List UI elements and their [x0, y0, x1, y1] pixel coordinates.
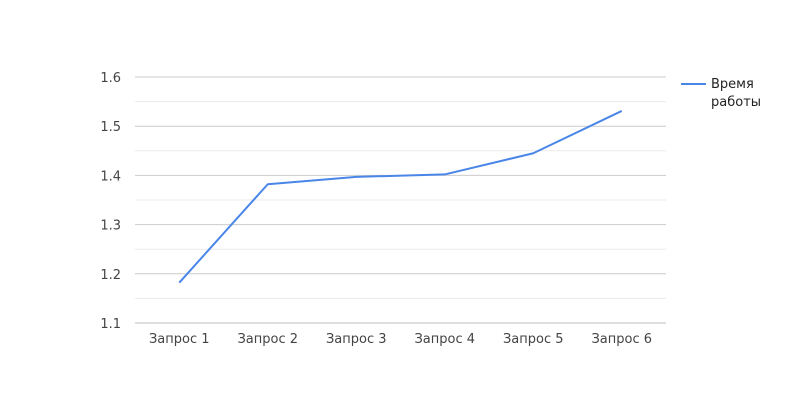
x-tick-label: Запрос 6 [591, 332, 652, 347]
y-tick-label: 1.4 [100, 169, 121, 184]
y-tick-label: 1.1 [100, 317, 121, 332]
x-tick-label: Запрос 2 [237, 332, 298, 347]
legend: Время работы [681, 77, 761, 110]
y-axis-tick-labels: 1.1 1.2 1.3 1.4 1.5 1.6 [100, 71, 121, 332]
x-tick-label: Запрос 3 [326, 332, 387, 347]
legend-label-line-1: Время [711, 77, 754, 92]
gridlines [135, 76, 666, 324]
x-tick-label: Запрос 4 [414, 332, 475, 347]
x-tick-label: Запрос 1 [149, 332, 210, 347]
y-tick-label: 1.6 [100, 71, 121, 86]
y-tick-label: 1.3 [100, 219, 121, 234]
legend-label-line-2: работы [711, 95, 761, 110]
x-axis-tick-labels: Запрос 1 Запрос 2 Запрос 3 Запрос 4 Запрос 5… [149, 332, 652, 347]
y-tick-label: 1.5 [100, 120, 121, 135]
series-line [178, 110, 623, 284]
y-tick-label: 1.2 [100, 268, 121, 283]
x-tick-label: Запрос 5 [503, 332, 564, 347]
series-layer [178, 110, 623, 284]
